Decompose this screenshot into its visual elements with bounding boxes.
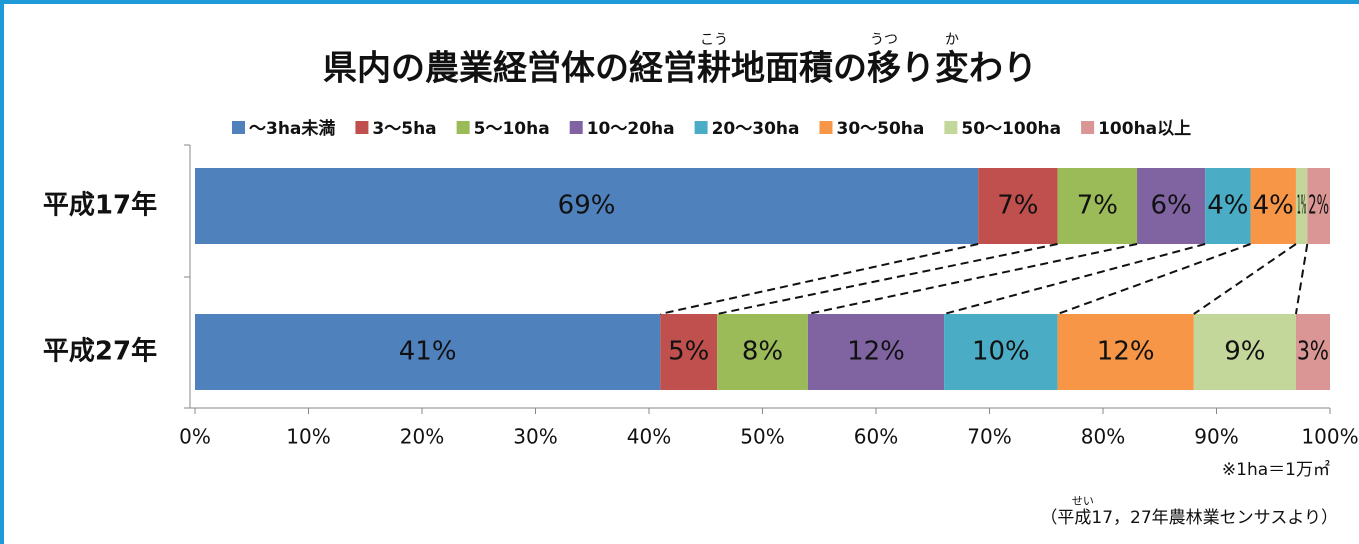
legend-label: ～3ha未満 — [249, 118, 335, 139]
data-label: 6% — [1150, 191, 1191, 221]
legend-label: 10～20ha — [587, 119, 675, 139]
connector — [716, 243, 1058, 315]
connector — [943, 243, 1206, 315]
x-tick-label: 80% — [1081, 425, 1125, 449]
ruby: うつ — [870, 32, 898, 48]
bar-segment — [944, 314, 1058, 390]
data-label: 2% — [1308, 191, 1329, 221]
bar-segment — [1295, 168, 1308, 244]
x-tick-label: 90% — [1194, 425, 1238, 449]
data-label: 10% — [972, 337, 1030, 367]
connector — [1193, 243, 1297, 315]
bar-segment — [1193, 314, 1296, 390]
data-label: 7% — [1077, 191, 1118, 221]
data-label: 1% — [1297, 191, 1306, 221]
legend-swatch — [355, 121, 369, 134]
x-tick-label: 100% — [1301, 425, 1358, 449]
bar-segment — [195, 314, 661, 390]
note: ※1ha＝1万㎡ — [1222, 460, 1330, 480]
bar-segment — [660, 314, 718, 390]
connector — [660, 243, 979, 315]
bar-segment — [1250, 168, 1296, 244]
bar-segment — [1057, 168, 1138, 244]
legend-label: 30～50ha — [836, 119, 924, 139]
legend-label: 3～5ha — [372, 119, 436, 139]
data-label: 12% — [847, 337, 905, 367]
data-label: 9% — [1224, 337, 1265, 367]
ruby: せい — [1072, 494, 1094, 507]
y-tick-label: 平成27年 — [43, 336, 157, 367]
legend-swatch — [456, 121, 470, 134]
bar-segment — [1295, 314, 1330, 390]
x-tick-label: 10% — [286, 425, 330, 449]
bar-segment — [1307, 168, 1330, 244]
data-label: 5% — [668, 337, 709, 367]
legend-swatch — [1081, 121, 1095, 134]
x-tick-label: 40% — [627, 425, 671, 449]
x-tick-label: 20% — [400, 425, 444, 449]
legend-swatch — [944, 121, 958, 134]
chart-title: 県内の農業経営体の経営耕地面積の移り変わり — [323, 49, 1037, 89]
data-label: 69% — [558, 191, 616, 221]
y-tick-label: 平成17年 — [43, 190, 157, 221]
x-tick-label: 70% — [967, 425, 1011, 449]
data-label: 12% — [1097, 337, 1155, 367]
bar-segment — [717, 314, 808, 390]
x-tick-label: 30% — [513, 425, 557, 449]
x-tick-label: 60% — [854, 425, 898, 449]
legend-label: 20～30ha — [712, 119, 800, 139]
ruby: こう — [700, 32, 728, 48]
legend-swatch — [569, 121, 583, 134]
data-label: 41% — [399, 337, 457, 367]
ruby: か — [945, 32, 959, 48]
bar-segment — [807, 314, 945, 390]
source: （平成17，27年農林業センサスより） — [1040, 508, 1338, 528]
connector — [1294, 243, 1309, 315]
data-label: 8% — [742, 337, 783, 367]
bar-segment — [1205, 168, 1251, 244]
bar-segment — [1057, 314, 1194, 390]
bar-segment — [1137, 168, 1206, 244]
legend-label: 5～10ha — [474, 119, 550, 139]
data-label: 4% — [1253, 191, 1294, 221]
data-label: 4% — [1207, 191, 1248, 221]
legend-swatch — [694, 121, 708, 134]
data-label: 7% — [997, 191, 1038, 221]
legend-label: 50～100ha — [961, 119, 1061, 139]
connector — [807, 243, 1138, 315]
connector — [1057, 243, 1251, 315]
legend-swatch — [819, 121, 833, 134]
x-tick-label: 0% — [179, 425, 211, 449]
legend-swatch — [232, 121, 245, 134]
data-label: 3% — [1297, 337, 1329, 367]
legend-label: 100ha以上 — [1098, 119, 1191, 139]
bar-segment — [978, 168, 1058, 244]
x-tick-label: 50% — [740, 425, 784, 449]
bar-segment — [195, 168, 979, 244]
